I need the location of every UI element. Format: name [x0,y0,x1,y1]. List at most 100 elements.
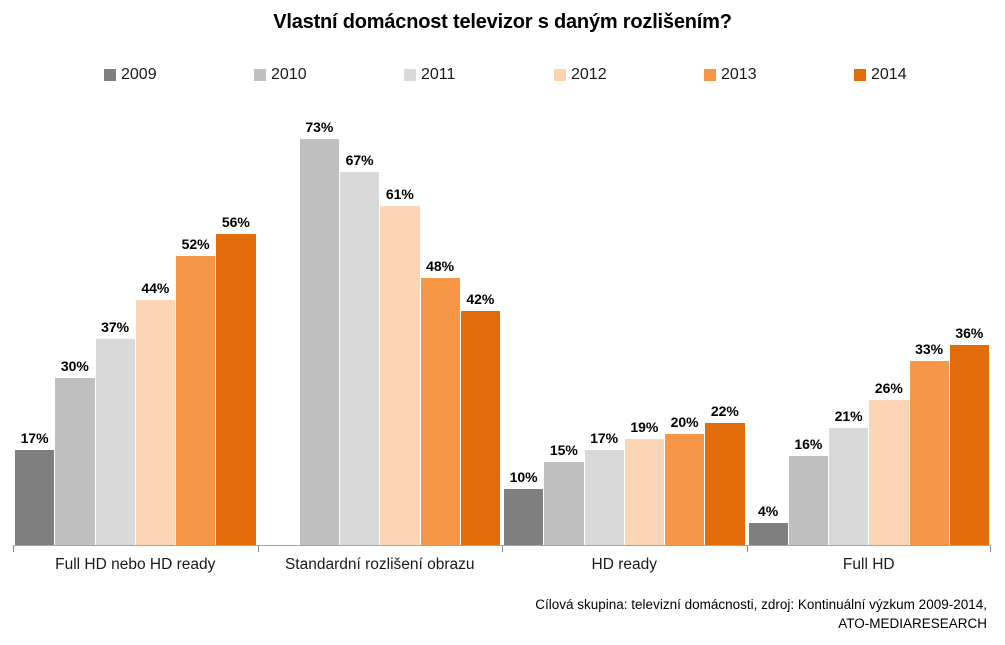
footer-line-1: Cílová skupina: televizní domácnosti, zd… [535,597,987,612]
bar-slot-2011-full-hd-nebo-hd-ready: 37% [95,100,135,545]
axis-tick [13,546,14,552]
legend-item-2012: 2012 [554,66,704,84]
bar-2011-hd-ready: 17% [584,430,624,545]
bar-slot-2014-hd-ready: 22% [705,100,745,545]
bar-slot-2013-hd-ready: 20% [665,100,705,545]
bar-2012-hd-ready: 19% [624,419,664,545]
legend-swatch-icon [704,69,716,81]
bar-slot-2011-standardn-rozli-en-obrazu: 67% [340,100,380,545]
bar-slot-2009-full-hd-nebo-hd-ready: 17% [15,100,55,545]
bar-2011-full-hd: 21% [829,408,869,545]
axis-tick [502,546,503,552]
bar-value-label: 4% [758,502,779,519]
legend-item-2009: 2009 [104,66,254,84]
bar-value-label: 22% [710,402,739,419]
bar-2010-standardn-rozli-en-obrazu: 73% [299,119,339,545]
legend-label: 2014 [871,66,907,83]
bar-slot-2010-hd-ready: 15% [544,100,584,545]
bar-2013-full-hd-nebo-hd-ready: 52% [176,236,216,545]
category-label-full-hd: Full HD [842,556,895,573]
legend-item-2010: 2010 [254,66,404,84]
bar-value-label: 19% [630,419,659,436]
bar-slot-2012-standardn-rozli-en-obrazu: 61% [380,100,420,545]
bar-2009-full-hd: 4% [748,503,788,545]
chart-legend: 2009 2010 2011 2012 2013 2014 [104,66,1004,84]
bar-slot-2014-standardn-rozli-en-obrazu: 42% [460,100,500,545]
bar-slot-2011-hd-ready: 17% [584,100,624,545]
legend-label: 2010 [271,66,307,83]
bar-value-label: 42% [466,291,495,308]
category-label-full-hd-nebo-hd-ready: Full HD nebo HD ready [55,556,216,573]
bar-2014-full-hd: 36% [949,325,989,545]
axis-tick [746,546,748,552]
bar-2010-hd-ready: 15% [544,442,584,545]
bar-slot-2013-full-hd-nebo-hd-ready: 52% [176,100,216,545]
bar-2009-hd-ready: 10% [504,469,544,545]
bar-slot-2014-full-hd: 36% [949,100,989,545]
legend-label: 2009 [121,66,157,83]
category-label-hd-ready: HD ready [591,556,657,573]
bar-2014-full-hd-nebo-hd-ready: 56% [216,214,256,545]
bar-value-label: 17% [20,430,49,447]
axis-tick [257,546,259,552]
x-axis-line [13,545,991,546]
bar-value-label: 73% [305,118,334,135]
bar-slot-2012-full-hd-nebo-hd-ready: 44% [135,100,175,545]
bar-value-label: 67% [345,152,374,169]
bar-slot-2009-hd-ready: 10% [504,100,544,545]
bar-value-label: 30% [60,358,89,375]
chart-footer: Cílová skupina: televizní domácnosti, zd… [535,596,987,634]
bar-2010-full-hd: 16% [788,436,828,545]
bar-group-hd-ready: 10% 15% 17% 19% 20% 22% [502,100,747,545]
bar-value-label: 20% [670,413,699,430]
category-label-standardn-rozli-en-obrazu: Standardní rozlišení obrazu [284,556,475,573]
legend-item-2011: 2011 [404,66,554,84]
bar-slot-2010-full-hd: 16% [788,100,828,545]
bar-2012-full-hd-nebo-hd-ready: 44% [135,280,175,545]
plot-area: 17% 30% 37% 44% 52% 56% 73% 67% 61% 48% 42% 10% 15% 1… [13,100,991,545]
plot-wrap: 17% 30% 37% 44% 52% 56% 73% 67% 61% 48% 42% 10% 15% 1… [13,100,991,573]
bar-slot-2013-standardn-rozli-en-obrazu: 48% [420,100,460,545]
bar-value-label: 26% [874,380,903,397]
bar-2013-standardn-rozli-en-obrazu: 48% [420,258,460,545]
legend-swatch-icon [104,69,116,81]
bar-value-label: 33% [915,341,944,358]
bar-value-label: 44% [141,280,170,297]
bar-slot-2009-full-hd: 4% [748,100,788,545]
bar-slot-2014-full-hd-nebo-hd-ready: 56% [216,100,256,545]
legend-item-2013: 2013 [704,66,854,84]
chart-title: Vlastní domácnost televizor s daným rozl… [273,11,732,33]
bar-value-label: 56% [221,213,250,230]
bar-2014-hd-ready: 22% [705,403,745,545]
bar-2010-full-hd-nebo-hd-ready: 30% [55,358,95,545]
legend-label: 2013 [721,66,757,83]
bar-value-label: 17% [590,430,619,447]
bar-2012-full-hd: 26% [869,380,909,545]
legend-swatch-icon [554,69,566,81]
bar-slot-2012-hd-ready: 19% [624,100,664,545]
bar-2013-hd-ready: 20% [665,414,705,545]
axis-tick [990,546,991,552]
bar-group-full-hd: 4% 16% 21% 26% 33% 36% [747,100,992,545]
legend-swatch-icon [854,69,866,81]
bar-group-full-hd-nebo-hd-ready: 17% 30% 37% 44% 52% 56% [13,100,258,545]
bar-value-label: 15% [549,441,578,458]
bar-value-label: 36% [955,324,984,341]
bar-value-label: 16% [794,436,823,452]
bar-value-label: 21% [834,408,863,425]
bar-slot-2010-standardn-rozli-en-obrazu: 73% [299,100,339,545]
category-axis: Full HD nebo HD ready Standardní rozlišen… [13,556,991,574]
bar-value-label: 37% [101,319,130,336]
legend-label: 2012 [571,66,607,83]
bar-group-standardn-rozli-en-obrazu: 73% 67% 61% 48% 42% [258,100,503,545]
bar-slot-2010-full-hd-nebo-hd-ready: 30% [55,100,95,545]
legend-label: 2011 [421,66,456,83]
bar-slot-2013-full-hd: 33% [909,100,949,545]
bar-value-label: 48% [426,258,455,274]
bar-2009-full-hd-nebo-hd-ready: 17% [15,430,55,545]
bar-2012-standardn-rozli-en-obrazu: 61% [380,186,420,545]
bar-value-label: 52% [181,235,210,252]
legend-swatch-icon [254,69,266,81]
legend-item-2014: 2014 [854,66,1004,84]
